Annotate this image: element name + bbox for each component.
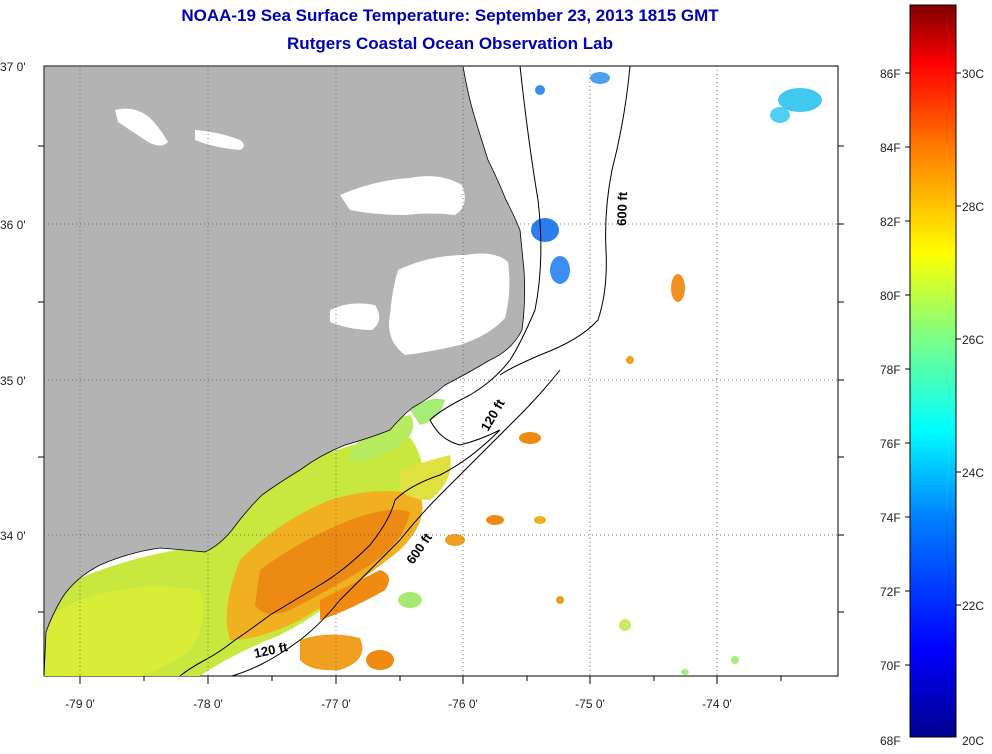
lat-label-34: 34 0' <box>0 529 26 543</box>
cb-f-72: 72F <box>880 585 901 599</box>
albemarle-sound <box>340 176 465 215</box>
contour-120ft <box>179 66 542 676</box>
cb-f-80: 80F <box>880 289 901 303</box>
lat-lon-grid <box>44 66 838 676</box>
colorbar-celsius-labels: 30C 28C 26C 24C 22C 20C <box>962 67 984 748</box>
map-title: NOAA-19 Sea Surface Temperature: Septemb… <box>181 6 719 25</box>
lon-label-74: -74 0' <box>702 697 732 711</box>
cb-c-24: 24C <box>962 466 984 480</box>
axis-ticks <box>38 145 844 684</box>
contour-600ft-north <box>499 66 631 376</box>
lon-label-79: -79 0' <box>65 697 95 711</box>
cb-c-28: 28C <box>962 200 984 214</box>
inland-lake-2 <box>195 130 244 150</box>
lon-label-75: -75 0' <box>575 697 605 711</box>
cb-c-30: 30C <box>962 67 984 81</box>
lon-label-78: -78 0' <box>193 697 223 711</box>
colorbar-ticks <box>905 72 961 666</box>
cb-f-84: 84F <box>880 141 901 155</box>
colorbar <box>909 4 957 738</box>
lon-label-76: -76 0' <box>448 697 478 711</box>
cb-c-20: 20C <box>962 734 984 748</box>
cb-f-74: 74F <box>880 511 901 525</box>
cb-f-78: 78F <box>880 363 901 377</box>
cb-f-86: 86F <box>880 67 901 81</box>
cb-f-70: 70F <box>880 659 901 673</box>
lat-label-37: 37 0' <box>0 60 26 74</box>
cb-f-82: 82F <box>880 215 901 229</box>
depth-label-600ft-north: 600 ft <box>614 191 630 226</box>
inland-lake-1 <box>115 108 168 146</box>
colorbar-fahrenheit-labels: 86F 84F 82F 80F 78F 76F 74F 72F 70F 68F <box>880 67 901 748</box>
pamlico-sound <box>389 253 510 355</box>
cb-c-26: 26C <box>962 333 984 347</box>
depth-label-120ft-south: 120 ft <box>253 639 290 661</box>
map-subtitle: Rutgers Coastal Ocean Observation Lab <box>287 34 613 53</box>
cb-c-22: 22C <box>962 599 984 613</box>
cb-f-76: 76F <box>880 437 901 451</box>
land-mass <box>44 66 526 676</box>
neuse-river <box>330 303 380 330</box>
lat-label-36: 36 0' <box>0 218 26 232</box>
contour-600ft-south <box>231 369 561 676</box>
lat-label-35: 35 0' <box>0 374 26 388</box>
lon-label-77: -77 0' <box>321 697 351 711</box>
cb-f-68: 68F <box>880 734 901 748</box>
